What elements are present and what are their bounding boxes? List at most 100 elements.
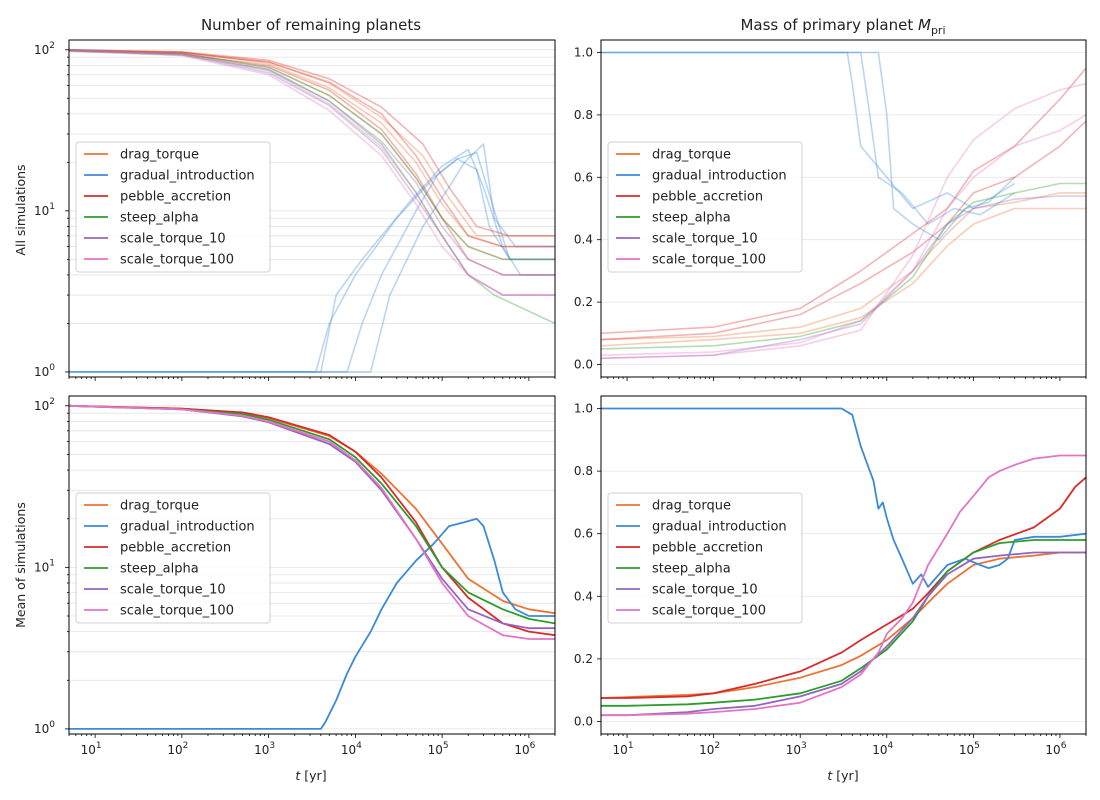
- series-line-gradual_introduction: [69, 143, 555, 373]
- x-tick-label: 106: [514, 741, 535, 757]
- plot-frame: [68, 395, 556, 735]
- legend: drag_torque gradual_introduction pebble_ac…: [607, 141, 803, 273]
- right-xlabel-symbol: t: [827, 768, 833, 783]
- series-group: [69, 49, 555, 373]
- legend-label-steep_alpha: steep_alpha: [120, 211, 199, 226]
- series-line-pebble_accretion: [69, 49, 555, 248]
- y-tick-base: 10: [34, 204, 49, 218]
- series-line-gradual_introduction: [69, 158, 555, 373]
- x-axis: 101 102 103 104 105 106: [600, 734, 1087, 757]
- series-line-drag_torque: [69, 50, 555, 261]
- x-tick-exponent: 3: [269, 741, 275, 751]
- y-tick-label: 102: [34, 41, 55, 57]
- legend-label-drag_torque: drag_torque: [120, 148, 199, 163]
- legend-box: [75, 492, 271, 624]
- x-axis: 101 102 103 104 105 106: [68, 734, 556, 757]
- right-title-main: Mass of primary planet: [740, 16, 918, 34]
- legend-label-steep_alpha: steep_alpha: [120, 562, 199, 577]
- plot-frame: [68, 39, 556, 378]
- series-line-drag_torque: [601, 207, 1086, 347]
- x-tick-label: 103: [254, 741, 275, 757]
- y-tick-label: 100: [34, 363, 55, 379]
- legend-label-drag_torque: drag_torque: [120, 499, 199, 514]
- left-xlabel-unit: [yr]: [300, 768, 326, 783]
- x-axis: [600, 377, 1087, 381]
- series-line-pebble_accretion: [601, 120, 1086, 341]
- x-tick-exponent: 1: [96, 741, 102, 751]
- legend-label-scale_torque_10: scale_torque_10: [120, 232, 226, 247]
- series-line-scale_torque_10: [69, 49, 555, 276]
- x-tick-label: 101: [613, 741, 634, 757]
- series-group: [601, 407, 1086, 717]
- series-line-scale_torque_10: [601, 551, 1086, 717]
- chart-panel-planets-all: 100101102drag_torquegradual_introduction…: [34, 39, 556, 381]
- x-tick-exponent: 5: [974, 741, 980, 751]
- y-tick-exponent: 2: [49, 41, 55, 51]
- y-tick-exponent: 2: [49, 397, 55, 407]
- legend-label-pebble_accretion: pebble_accretion: [652, 541, 763, 556]
- y-tick-base: 10: [34, 43, 49, 57]
- x-tick-exponent: 4: [888, 741, 894, 751]
- legend: drag_torque gradual_introduction pebble_ac…: [607, 492, 803, 624]
- series-line-gradual_introduction: [69, 151, 555, 373]
- chart-panel-planets-mean: 101 102 103 104 105 106100101102drag_torquegr…: [34, 395, 556, 757]
- series-line-pebble_accretion: [69, 49, 555, 276]
- left-panel-title: Number of remaining planets: [201, 16, 421, 34]
- y-tick-label: 0.4: [574, 233, 593, 247]
- series-line-scale_torque_100: [69, 50, 555, 296]
- y-tick-exponent: 0: [49, 363, 55, 373]
- series-line-steep_alpha: [601, 182, 1086, 350]
- series-line-scale_torque_100: [601, 82, 1086, 360]
- legend-label-pebble_accretion: pebble_accretion: [120, 190, 231, 205]
- left-xlabel-symbol: t: [295, 768, 301, 783]
- legend-label-scale_torque_100: scale_torque_100: [652, 253, 766, 268]
- series-group: [69, 404, 555, 730]
- chart-panel-mass-all: 0.0 0.2 0.4 0.6 0.8 1.0 drag_torque gradual_int…: [574, 39, 1087, 381]
- legend-box: [607, 141, 803, 273]
- y-tick-label: 0.6: [574, 170, 593, 184]
- series-group: [601, 51, 1086, 360]
- legend-label-gradual_introduction: gradual_introduction: [652, 169, 787, 184]
- x-tick-exponent: 2: [183, 741, 189, 751]
- panels: 100101102drag_torquegradual_introduction…: [34, 39, 1087, 757]
- y-tick-label: 0.6: [574, 527, 593, 541]
- y-axis: 0.0 0.2 0.4 0.6 0.8 1.0: [574, 402, 601, 728]
- x-tick-exponent: 3: [801, 741, 807, 751]
- series-line-steep_alpha: [69, 50, 555, 325]
- legend-label-steep_alpha: steep_alpha: [652, 211, 731, 226]
- x-tick-exponent: 6: [1061, 741, 1067, 751]
- legend: drag_torque gradual_introduction pebble_ac…: [75, 141, 271, 273]
- legend-label-drag_torque: drag_torque: [652, 499, 731, 514]
- x-tick-label: 104: [872, 741, 893, 757]
- y-tick-label: 1.0: [574, 45, 593, 59]
- series-line-drag_torque: [601, 192, 1086, 341]
- series-line-gradual_introduction: [601, 51, 1016, 210]
- right-xlabel-unit: [yr]: [832, 768, 858, 783]
- legend-label-scale_torque_100: scale_torque_100: [120, 253, 234, 268]
- series-line-steep_alpha: [69, 49, 555, 261]
- x-tick-label: 101: [81, 741, 102, 757]
- series-line-gradual_introduction: [69, 517, 555, 730]
- series-line-drag_torque: [69, 49, 555, 248]
- legend-label-scale_torque_10: scale_torque_10: [652, 232, 758, 247]
- legend: drag_torque gradual_introduction pebble_ac…: [75, 492, 271, 624]
- series-line-steep_alpha: [69, 404, 555, 625]
- x-tick-label: 103: [786, 741, 807, 757]
- series-line-drag_torque: [69, 49, 555, 237]
- series-line-scale_torque_100: [69, 404, 555, 640]
- y-tick-label: 101: [34, 558, 55, 574]
- legend-label-scale_torque_100: scale_torque_100: [120, 604, 234, 619]
- y-tick-label: 0.8: [574, 108, 593, 122]
- series-line-pebble_accretion: [601, 476, 1086, 699]
- y-tick-label: 102: [34, 397, 55, 413]
- y-tick-label: 100: [34, 720, 55, 736]
- series-line-gradual_introduction: [601, 407, 1086, 588]
- y-tick-label: 101: [34, 202, 55, 218]
- series-line-gradual_introduction: [601, 51, 1016, 241]
- right-panel-title: Mass of primary planet Mpri: [740, 16, 945, 37]
- series-line-pebble_accretion: [69, 49, 555, 237]
- legend-label-pebble_accretion: pebble_accretion: [652, 190, 763, 205]
- y-tick-exponent: 0: [49, 720, 55, 730]
- y-tick-base: 10: [34, 560, 49, 574]
